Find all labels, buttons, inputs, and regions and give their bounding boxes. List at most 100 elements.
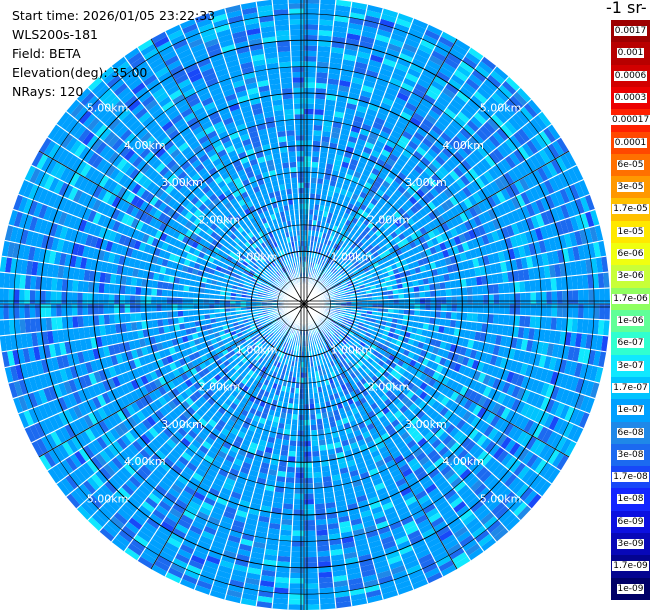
- beta-cell: [232, 519, 246, 529]
- beta-cell: [466, 286, 473, 296]
- beta-cell: [329, 52, 344, 60]
- beta-cell: [40, 435, 53, 452]
- beta-cell: [577, 289, 584, 304]
- beta-cell: [372, 88, 386, 98]
- beta-cell: [183, 341, 191, 350]
- beta-cell: [453, 151, 465, 163]
- beta-cell: [137, 504, 153, 518]
- beta-cell: [220, 487, 233, 497]
- beta-cell: [246, 347, 254, 354]
- beta-cell: [383, 506, 397, 516]
- beta-cell: [375, 441, 386, 450]
- beta-cell: [422, 204, 433, 215]
- beta-cell: [429, 410, 440, 421]
- beta-cell: [253, 346, 260, 353]
- beta-cell: [324, 284, 330, 289]
- beta-cell: [407, 67, 422, 79]
- beta-cell: [551, 451, 565, 468]
- beta-cell: [402, 42, 418, 54]
- beta-cell: [330, 174, 339, 182]
- beta-cell: [174, 459, 187, 471]
- beta-cell: [282, 434, 291, 441]
- beta-cell: [335, 0, 352, 7]
- beta-cell: [335, 500, 347, 508]
- beta-cell: [349, 327, 356, 334]
- beta-cell: [144, 404, 155, 416]
- beta-cell: [327, 147, 337, 155]
- beta-cell: [519, 362, 529, 376]
- beta-cell: [564, 375, 575, 391]
- beta-cell: [520, 256, 529, 270]
- beta-cell: [421, 403, 432, 414]
- beta-cell: [378, 445, 389, 455]
- beta-cell: [274, 486, 285, 493]
- beta-cell: [182, 409, 193, 420]
- beta-cell: [463, 366, 472, 377]
- beta-cell: [436, 348, 445, 357]
- beta-cell: [353, 171, 362, 179]
- beta-cell: [395, 120, 407, 131]
- beta-cell: [131, 368, 141, 380]
- beta-cell: [367, 337, 375, 344]
- beta-cell: [255, 332, 262, 339]
- beta-cell: [487, 387, 497, 400]
- beta-cell: [332, 333, 338, 340]
- beta-cell: [440, 311, 447, 319]
- beta-cell: [440, 304, 447, 312]
- beta-cell: [589, 365, 599, 382]
- beta-cell: [400, 180, 410, 191]
- beta-cell: [159, 333, 167, 343]
- beta-cell: [269, 426, 278, 434]
- beta-cell: [524, 364, 534, 378]
- beta-cell: [333, 339, 340, 346]
- beta-cell: [450, 73, 466, 87]
- beta-cell: [341, 353, 348, 360]
- beta-cell: [281, 334, 286, 341]
- beta-cell: [500, 436, 512, 450]
- beta-cell: [262, 407, 270, 415]
- beta-cell: [289, 572, 304, 579]
- beta-cell: [462, 538, 478, 552]
- beta-cell: [416, 174, 428, 185]
- beta-cell: [401, 449, 413, 459]
- beta-cell: [371, 431, 381, 441]
- beta-cell: [441, 87, 456, 100]
- beta-cell: [308, 209, 314, 215]
- beta-cell: [89, 425, 101, 440]
- beta-cell: [138, 356, 147, 367]
- beta-cell: [440, 111, 454, 124]
- beta-cell: [463, 492, 477, 505]
- beta-cell: [418, 455, 431, 467]
- beta-cell: [554, 402, 566, 418]
- beta-cell: [229, 529, 243, 539]
- beta-cell: [579, 196, 591, 213]
- beta-cell: [337, 515, 351, 523]
- beta-cell: [410, 135, 422, 147]
- beta-cell: [455, 90, 471, 104]
- beta-cell: [242, 332, 250, 339]
- beta-cell: [375, 111, 388, 121]
- beta-cell: [492, 283, 499, 295]
- beta-cell: [318, 348, 323, 355]
- beta-cell: [377, 106, 390, 117]
- beta-cell: [186, 529, 201, 541]
- beta-cell: [541, 252, 549, 267]
- beta-cell: [63, 409, 74, 424]
- beta-cell: [243, 456, 254, 465]
- beta-cell: [162, 373, 172, 384]
- beta-cell: [203, 496, 217, 507]
- beta-cell: [280, 328, 286, 334]
- beta-cell: [425, 191, 436, 202]
- beta-cell: [427, 397, 437, 407]
- beta-cell: [520, 160, 533, 175]
- beta-cell: [414, 309, 420, 317]
- beta-cell: [551, 290, 558, 304]
- beta-cell: [227, 534, 242, 544]
- beta-cell: [39, 373, 49, 389]
- beta-cell: [295, 456, 304, 463]
- beta-cell: [119, 450, 132, 463]
- beta-cell: [333, 249, 339, 256]
- beta-cell: [212, 441, 223, 451]
- beta-cell: [97, 406, 108, 421]
- beta-cell: [151, 360, 160, 371]
